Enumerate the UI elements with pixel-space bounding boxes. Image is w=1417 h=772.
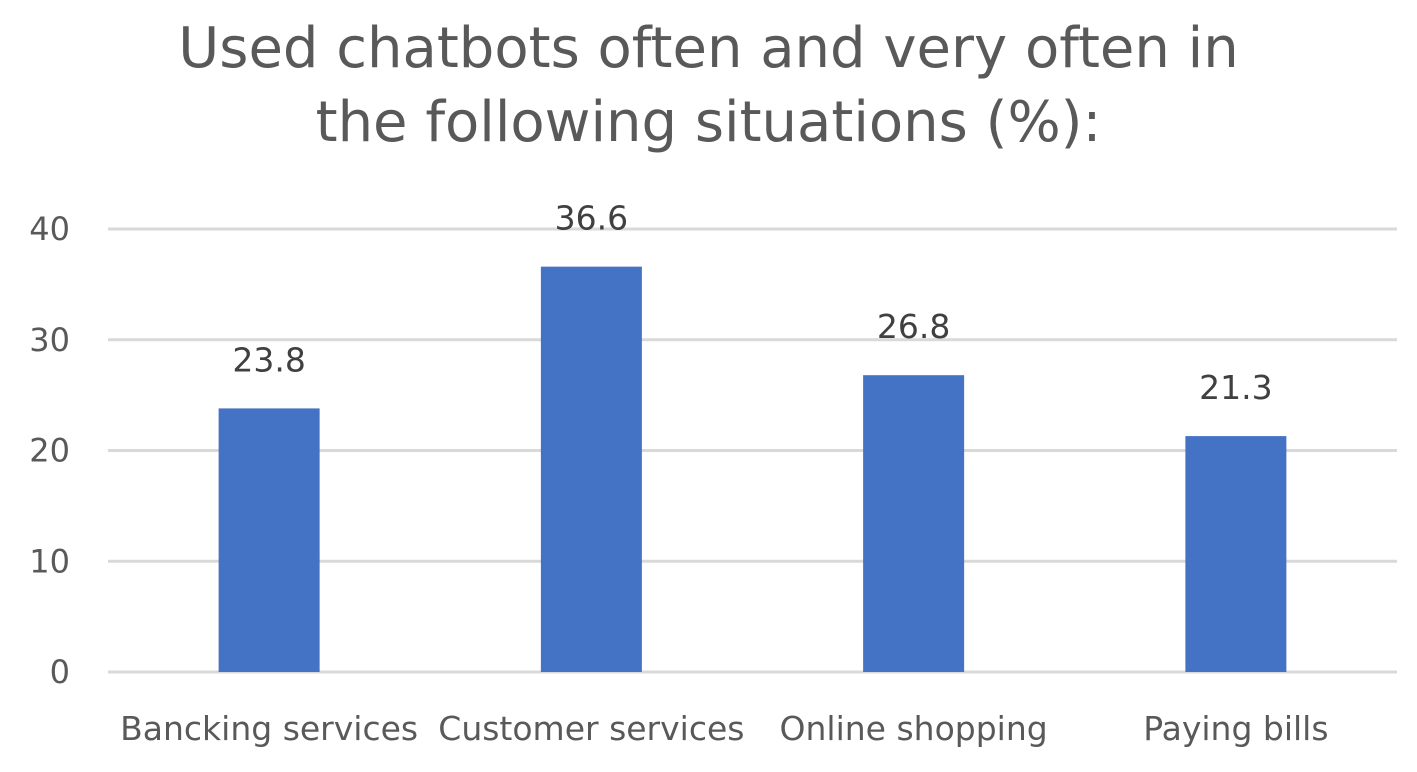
y-tick-label: 40 <box>29 210 70 248</box>
data-labels: 23.8 36.6 26.8 21.3 <box>232 199 1272 407</box>
x-category-label: Online shopping <box>780 709 1048 748</box>
x-category-label: Customer services <box>438 709 744 748</box>
y-tick-label: 30 <box>29 321 70 359</box>
data-label: 21.3 <box>1199 368 1272 407</box>
data-label: 26.8 <box>877 307 950 346</box>
y-axis-tick-labels: 0 10 20 30 40 <box>29 210 70 691</box>
chart-title-line-2: the following situations (%): <box>315 90 1102 155</box>
chart-title: Used chatbots often and very often in th… <box>0 12 1417 160</box>
data-label: 23.8 <box>232 340 305 379</box>
x-axis-category-labels: Bancking services Customer services Online… <box>120 709 1328 748</box>
gridlines <box>108 227 1397 674</box>
bars <box>218 266 1287 672</box>
bar-4 <box>1185 436 1287 672</box>
y-tick-label: 10 <box>29 542 70 580</box>
y-tick-label: 0 <box>50 653 70 691</box>
bar-3 <box>863 375 965 672</box>
data-label: 36.6 <box>555 199 628 238</box>
bar-2 <box>540 266 642 672</box>
bar-1 <box>218 408 320 672</box>
x-category-label: Bancking services <box>120 709 418 748</box>
chart-title-line-1: Used chatbots often and very often in <box>178 16 1239 81</box>
y-tick-label: 20 <box>29 432 70 470</box>
x-category-label: Paying bills <box>1143 709 1328 748</box>
